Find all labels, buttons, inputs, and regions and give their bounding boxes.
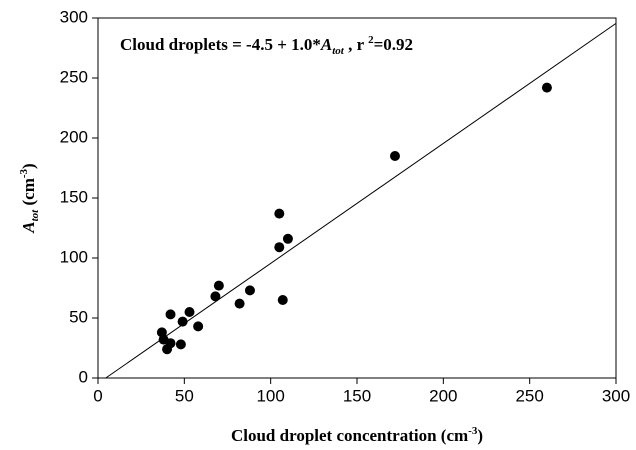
point <box>244 285 255 296</box>
x-tick-label: 150 <box>343 386 371 405</box>
point <box>389 151 400 161</box>
y-tick-label: 250 <box>60 67 88 86</box>
x-axis-label-part: Cloud droplet concentration (cm <box>231 426 468 445</box>
x-axis-label-part: ) <box>477 426 483 445</box>
point <box>274 208 285 219</box>
annotation-part: 2 <box>368 34 374 46</box>
point <box>541 82 552 93</box>
point <box>213 280 224 291</box>
annotation-part: A <box>320 35 332 54</box>
annotation: Cloud droplets = -4.5 + 1.0*Atot , r 2=0… <box>120 34 413 57</box>
point <box>274 242 285 253</box>
point <box>165 309 176 320</box>
point <box>184 307 195 317</box>
y-axis-label-part: -3 <box>18 168 30 178</box>
y-axis-label-part: tot <box>29 209 41 222</box>
point <box>210 291 221 302</box>
annotation-part: =0.92 <box>374 35 413 54</box>
point <box>177 316 188 327</box>
x-tick-label: 250 <box>515 386 543 405</box>
x-tick-label: 50 <box>175 386 194 405</box>
y-axis-label-part: A <box>19 221 38 233</box>
y-tick-label: 200 <box>60 127 88 146</box>
x-tick-label: 0 <box>93 386 102 405</box>
point <box>165 338 176 349</box>
annotation-part: tot <box>332 45 345 57</box>
y-axis-label: Atot (cm-3) <box>18 163 41 233</box>
fit-line <box>105 22 617 379</box>
x-tick-label: 100 <box>256 386 284 405</box>
x-axis-label-part: -3 <box>468 425 478 437</box>
point <box>277 295 288 305</box>
y-tick-label: 0 <box>79 367 88 386</box>
y-tick-label: 50 <box>69 307 88 326</box>
y-tick-label: 100 <box>60 247 88 266</box>
plot-frame <box>97 17 617 379</box>
annotation-part: Cloud droplets = -4.5 + 1.0* <box>120 35 321 54</box>
x-axis-label: Cloud droplet concentration (cm-3) <box>231 425 483 445</box>
point <box>282 233 293 244</box>
point <box>234 298 245 309</box>
y-tick-label: 300 <box>60 7 88 26</box>
point <box>175 339 186 350</box>
y-axis-label-part: ) <box>19 163 38 169</box>
point <box>193 321 204 332</box>
y-axis-label-part: (cm <box>19 178 38 210</box>
x-tick-label: 300 <box>602 386 630 405</box>
annotation-part: , r <box>344 35 368 54</box>
x-tick-label: 200 <box>429 386 457 405</box>
y-tick-label: 150 <box>60 187 88 206</box>
